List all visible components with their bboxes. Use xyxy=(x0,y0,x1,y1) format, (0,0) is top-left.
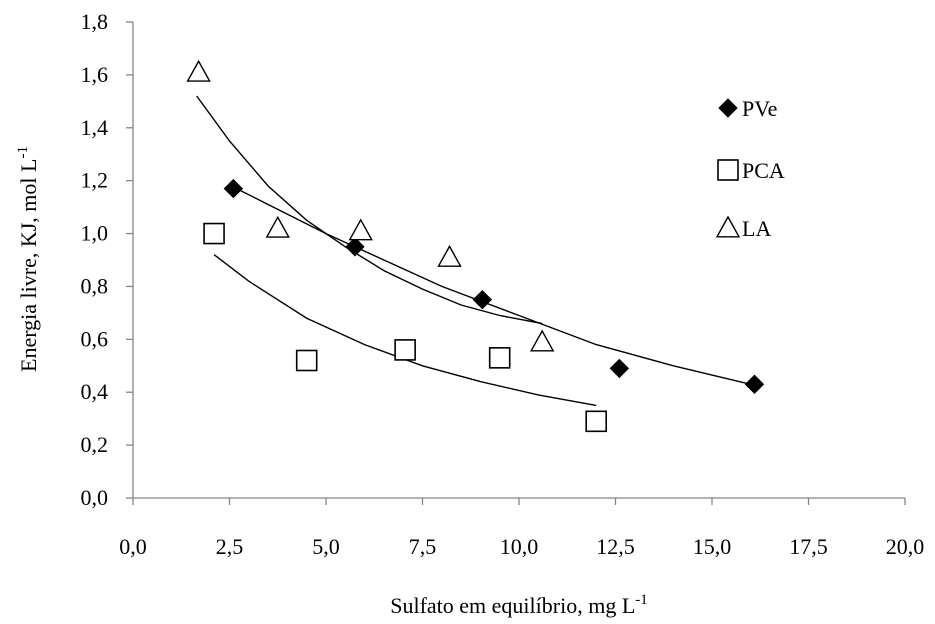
point-la xyxy=(186,59,211,82)
x-tick-label: 7,5 xyxy=(409,534,437,559)
x-tick-label: 10,0 xyxy=(500,534,539,559)
point-pca xyxy=(203,222,225,245)
trend-lines xyxy=(196,95,751,407)
legend-marker-pve xyxy=(718,98,738,118)
trend-line-la xyxy=(196,95,543,325)
legend-marker-la xyxy=(715,215,741,238)
tick-labels: 0,0 0,2 0,4 0,6 0,8 1,0 1,2 1,4 1,6 1,8 0,0 2,5 5,0 7… xyxy=(81,9,925,559)
x-tick-label: 12,5 xyxy=(596,534,635,559)
data-points xyxy=(186,59,765,433)
legend: PVe PCA LA xyxy=(715,96,785,241)
legend-marker-pca xyxy=(717,159,739,181)
point-la xyxy=(529,329,555,352)
point-pca xyxy=(585,410,608,433)
point-pve xyxy=(472,289,493,310)
y-tick-label: 0,2 xyxy=(81,432,109,457)
y-tick-label: 1,4 xyxy=(81,115,109,140)
legend-label-pve: PVe xyxy=(742,96,777,121)
point-pca xyxy=(394,339,416,361)
y-tick-label: 1,0 xyxy=(81,221,109,246)
y-tick-label: 1,2 xyxy=(81,168,109,193)
y-tick-label: 1,8 xyxy=(81,9,109,34)
point-pve xyxy=(744,374,765,394)
y-tick-label: 0,6 xyxy=(81,326,109,351)
y-axis-title: Energia livre, KJ, mol L-1 xyxy=(15,146,41,372)
point-pve xyxy=(609,358,630,379)
x-tick-label: 17,5 xyxy=(789,534,828,559)
legend-label-pca: PCA xyxy=(742,158,785,183)
point-la xyxy=(437,244,462,267)
y-tick-label: 0,4 xyxy=(81,379,109,404)
y-tick-label: 0,0 xyxy=(81,485,109,510)
point-pve xyxy=(223,178,244,199)
trend-line-pve xyxy=(231,185,751,385)
point-la xyxy=(265,215,290,238)
x-tick-label: 15,0 xyxy=(693,534,732,559)
x-tick-label: 20,0 xyxy=(886,534,925,559)
legend-label-la: LA xyxy=(742,216,771,241)
axes xyxy=(126,21,906,505)
x-axis-title: Sulfato em equilíbrio, mg L-1 xyxy=(390,592,648,618)
point-pca xyxy=(488,347,511,369)
x-tick-label: 0,0 xyxy=(119,534,147,559)
trend-line-pca xyxy=(213,254,597,407)
x-tick-label: 5,0 xyxy=(312,534,340,559)
y-tick-label: 0,8 xyxy=(81,273,109,298)
point-la xyxy=(348,218,373,241)
point-pca xyxy=(295,349,318,372)
y-tick-label: 1,6 xyxy=(81,62,109,87)
point-pve xyxy=(345,237,365,257)
x-tick-label: 2,5 xyxy=(216,534,244,559)
